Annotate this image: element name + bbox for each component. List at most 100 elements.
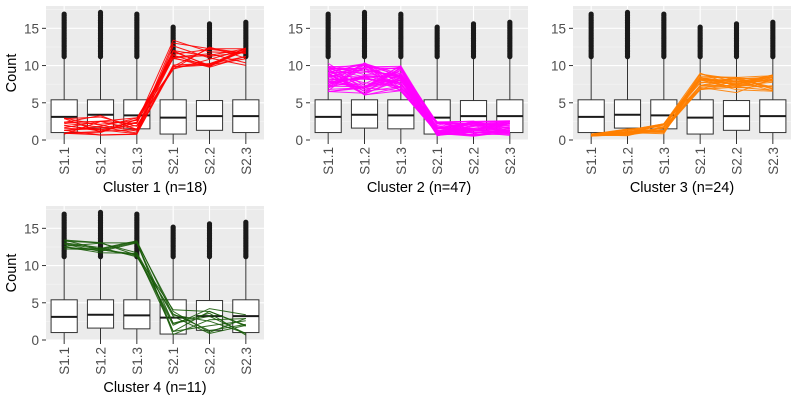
profile-line (591, 76, 773, 136)
outlier-points (697, 24, 703, 60)
outlier-points (661, 11, 667, 60)
x-tick-label: S1.1 (584, 147, 599, 175)
outlier-point (325, 11, 331, 17)
outlier-point (61, 211, 67, 217)
y-tick-label: 5 (31, 296, 39, 311)
profile-line (64, 242, 246, 332)
x-tick-label: S1.2 (358, 147, 373, 175)
y-tick-label: 0 (31, 333, 39, 348)
boxplot-S1.2 (613, 9, 642, 140)
x-axis-title: Cluster 1 (n=18) (103, 180, 207, 196)
boxplot-S2.1 (159, 24, 187, 140)
x-tick-label: S1.1 (57, 147, 72, 175)
x-tick-label: S2.3 (239, 347, 254, 375)
y-tick-label: 10 (24, 259, 39, 274)
x-tick-label: S2.1 (693, 147, 708, 175)
y-tick-label: 5 (31, 96, 39, 111)
outlier-points (434, 24, 440, 60)
panel-3: 0 5 10 15 S1.1 S1.2 S1.3 S2.1 S2.2 S2.3 Cluster 3 … (551, 6, 791, 196)
x-axis-title: Cluster 2 (n=47) (367, 180, 471, 196)
profile-line (64, 49, 246, 135)
outlier-points (361, 9, 368, 60)
profile-line (328, 66, 510, 137)
box-iqr (123, 299, 151, 330)
profile-line (64, 248, 247, 336)
x-tick-label: S1.3 (394, 147, 409, 175)
outlier-points (470, 21, 477, 60)
outlier-points (325, 11, 331, 60)
outlier-point (733, 21, 740, 27)
profile-line (328, 64, 510, 130)
y-tick-label: 5 (558, 96, 566, 111)
boxplot-S1.1 (314, 11, 342, 140)
y-tick-label: 15 (24, 21, 39, 36)
outlier-points (97, 9, 104, 60)
x-tick-label: S2.3 (239, 147, 254, 175)
outlier-point (398, 11, 404, 17)
panel-1: 0 5 10 15 S1.1 S1.2 S1.3 S2.1 S2.2 S2.3 Cluster 1 … (4, 6, 264, 196)
x-tick-label: S2.1 (430, 147, 445, 175)
outlier-point (661, 11, 667, 17)
x-tick-label: S1.1 (57, 347, 72, 375)
outlier-point (434, 24, 440, 30)
x-tick-label: S1.1 (321, 147, 336, 175)
outlier-points (733, 21, 740, 60)
boxplot-S1.1 (577, 11, 605, 140)
profile-lines (591, 72, 773, 137)
x-axis-title: Cluster 3 (n=24) (630, 180, 734, 196)
boxplot-S2.2 (722, 21, 751, 140)
profile-lines (64, 39, 247, 136)
profile-lines (327, 62, 510, 137)
outlier-point (97, 209, 104, 216)
outlier-point (61, 11, 67, 17)
profile-line (591, 72, 773, 137)
outlier-points (206, 221, 213, 260)
profile-line (64, 48, 246, 129)
outlier-point (134, 11, 140, 17)
outlier-point (770, 19, 776, 25)
x-tick-label: S1.2 (94, 347, 109, 375)
outlier-point (170, 224, 176, 230)
y-tick-label: 15 (24, 221, 39, 236)
panel-2: 0 5 10 15 S1.1 S1.2 S1.3 S2.1 S2.2 S2.3 Cluster 2 … (288, 6, 528, 196)
x-tick-label: S2.2 (203, 147, 218, 175)
y-tick-label: 5 (295, 96, 303, 111)
outlier-points (507, 19, 513, 60)
x-tick-label: S1.2 (94, 147, 109, 175)
x-tick-label: S2.3 (503, 147, 518, 175)
x-tick-label: S2.1 (166, 347, 181, 375)
boxplot-S2.1 (686, 24, 714, 140)
x-tick-label: S2.1 (166, 147, 181, 175)
x-tick-label: S2.2 (467, 147, 482, 175)
profile-line (64, 240, 247, 334)
boxplot-S1.1 (50, 11, 78, 140)
outlier-point (206, 21, 213, 27)
y-tick-label: 15 (551, 21, 566, 36)
outlier-point (97, 9, 104, 16)
outlier-point (206, 221, 213, 227)
panel-4: 0 5 10 15 S1.1 S1.2 S1.3 S2.1 S2.2 S2.3 Cluster 4 … (4, 206, 264, 396)
panel-background (573, 6, 791, 140)
x-axis-title: Cluster 4 (n=11) (103, 380, 206, 396)
y-tick-label: 0 (295, 133, 303, 148)
outlier-points (170, 224, 176, 260)
y-axis-title: Count (4, 254, 20, 293)
outlier-point (361, 9, 368, 16)
y-tick-label: 15 (288, 21, 303, 36)
boxplot-S2.3 (759, 19, 787, 140)
profile-line (64, 242, 246, 332)
outlier-point (697, 24, 703, 30)
outlier-point (134, 211, 140, 217)
outlier-points (588, 11, 594, 60)
profile-line (328, 68, 510, 134)
box-iqr (387, 99, 415, 130)
x-tick-label: S2.3 (766, 147, 781, 175)
outlier-points (61, 211, 67, 260)
x-tick-label: S1.3 (130, 147, 145, 175)
outlier-points (243, 219, 249, 260)
outlier-point (243, 219, 249, 225)
boxplot-S1.3 (387, 11, 415, 140)
x-tick-label: S2.2 (730, 147, 745, 175)
outlier-points (134, 11, 140, 60)
